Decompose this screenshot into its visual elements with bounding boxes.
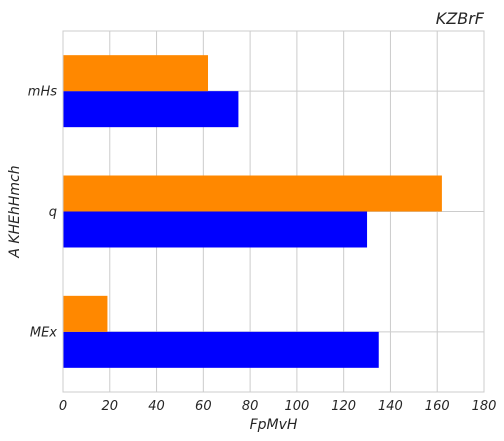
- y-tick-label: MEx: [30, 325, 57, 340]
- bar-series-1-mHs: [63, 91, 239, 128]
- x-tick-label: 180: [472, 399, 497, 414]
- bar-series-1-MEx: [63, 331, 379, 368]
- x-tick-label: 160: [425, 399, 450, 414]
- x-tick-label: 80: [242, 399, 259, 414]
- bar-series-1-q: [63, 211, 368, 248]
- x-tick-label: 60: [195, 399, 212, 414]
- x-tick-label: 140: [378, 399, 403, 414]
- x-axis-label: FpMvH: [250, 417, 298, 433]
- bar-series-2-MEx: [63, 295, 108, 332]
- bar-series-2-q: [63, 175, 442, 212]
- y-tick-label: mHs: [28, 85, 57, 100]
- x-tick-labels: 0 20 40 60 80 100 120 140 160 180: [59, 399, 497, 414]
- x-tick-label: 40: [148, 399, 165, 414]
- plot-frame: [62, 30, 485, 393]
- y-axis-label: A KHEhHmch: [7, 165, 23, 258]
- bar-series-2-mHs: [63, 55, 209, 92]
- x-tick-label: 120: [331, 399, 356, 414]
- x-tick-label: 0: [59, 399, 67, 414]
- bars: [63, 55, 442, 368]
- y-tick-labels: MEx q mHs: [28, 85, 58, 341]
- chart-title: KZBrF: [436, 9, 485, 28]
- y-tick-label: q: [49, 205, 57, 220]
- x-tick-label: 100: [284, 399, 309, 414]
- x-tick-label: 20: [102, 399, 119, 414]
